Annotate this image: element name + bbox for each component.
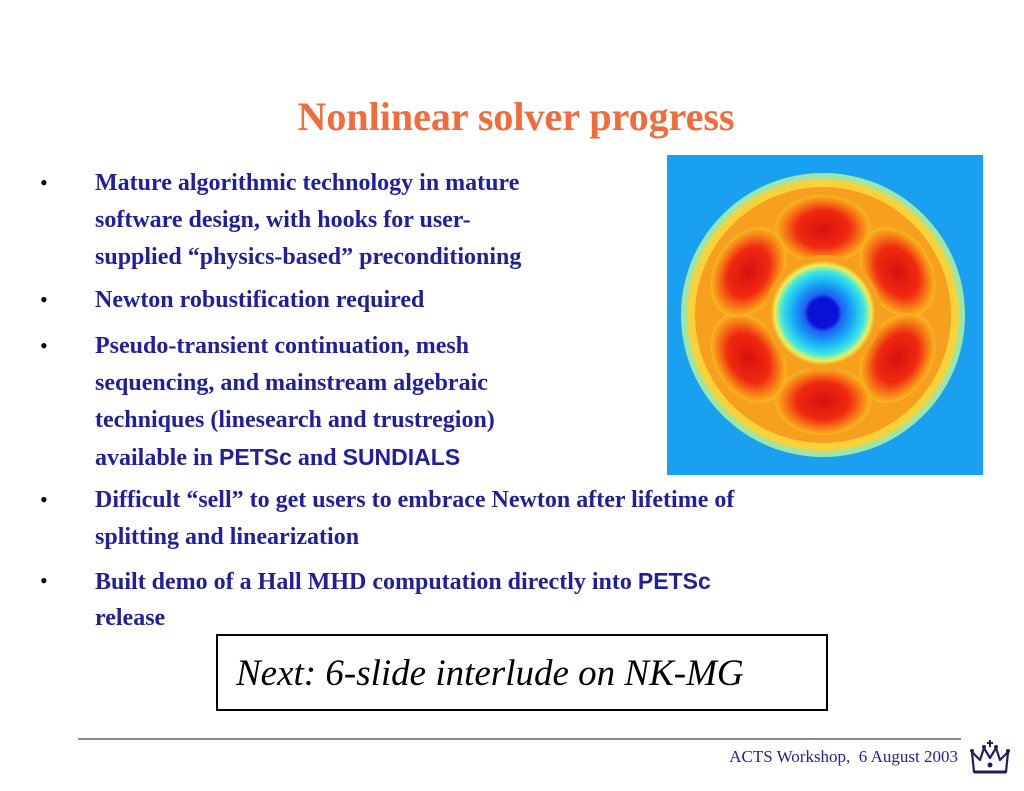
bullet-marker: •: [40, 333, 48, 358]
bullet-text: software design, with hooks for user-: [95, 207, 471, 233]
bullet-marker: •: [40, 170, 48, 195]
bullet-marker: •: [40, 287, 48, 312]
bullet-line: release: [95, 600, 165, 637]
bullet-line: Newton robustification required: [95, 282, 424, 319]
bullet-line: Difficult “sell” to get users to embrace…: [95, 482, 734, 519]
slide-title: Nonlinear solver progress: [297, 94, 735, 139]
contour-lobe: [710, 227, 787, 317]
bullet-text: release: [95, 605, 166, 631]
bullet-line: available in PETSc and SUNDIALS: [95, 439, 460, 477]
bullet-text: Pseudo-transient continuation, mesh: [95, 333, 470, 359]
footer-divider: [78, 738, 961, 740]
bullet-line: sequencing, and mainstream algebraic: [95, 365, 488, 402]
bullet-line: supplied “physics-based” preconditioning: [95, 239, 521, 276]
bullet-line: splitting and linearization: [95, 519, 359, 556]
bullet-text: Built demo of a Hall MHD computation dir…: [95, 569, 638, 595]
bullet-text: and: [291, 445, 343, 471]
bullet-text: supplied “physics-based” preconditioning: [95, 244, 522, 270]
contour-lobe: [710, 313, 787, 403]
simulation-contour-image: [667, 155, 983, 475]
contour-lobe: [859, 313, 936, 403]
bullet-text: available in: [95, 445, 220, 471]
contour-lobe: [775, 367, 871, 435]
contour-lobe: [775, 195, 871, 263]
bullet-text: Mature algorithmic technology in mature: [95, 170, 520, 196]
footer-text: ACTS Workshop, 6 August 2003: [729, 747, 958, 766]
bullet-line: Pseudo-transient continuation, mesh: [95, 328, 469, 365]
bullet-text: splitting and linearization: [95, 524, 360, 550]
bullet-text: Difficult “sell” to get users to embrace…: [95, 487, 735, 513]
bullet-marker: •: [40, 568, 48, 593]
next-slide-callout: Next: 6-slide interlude on NK-MG: [216, 634, 828, 711]
bullet-line: techniques (linesearch and trustregion): [95, 402, 495, 439]
bullet-line: Built demo of a Hall MHD computation dir…: [95, 563, 711, 601]
software-name: PETSc: [637, 568, 711, 594]
contour-lobe: [859, 227, 936, 317]
bullet-line: software design, with hooks for user-: [95, 202, 471, 239]
software-name: PETSc: [219, 444, 292, 470]
software-name: SUNDIALS: [342, 444, 461, 470]
bullet-text: sequencing, and mainstream algebraic: [95, 370, 488, 396]
bullet-text: techniques (linesearch and trustregion): [95, 407, 495, 433]
bullet-line: Mature algorithmic technology in mature: [95, 165, 519, 202]
bullet-text: Newton robustification required: [95, 287, 425, 313]
bullet-marker: •: [40, 487, 48, 512]
crown-logo-icon: [968, 738, 1012, 778]
